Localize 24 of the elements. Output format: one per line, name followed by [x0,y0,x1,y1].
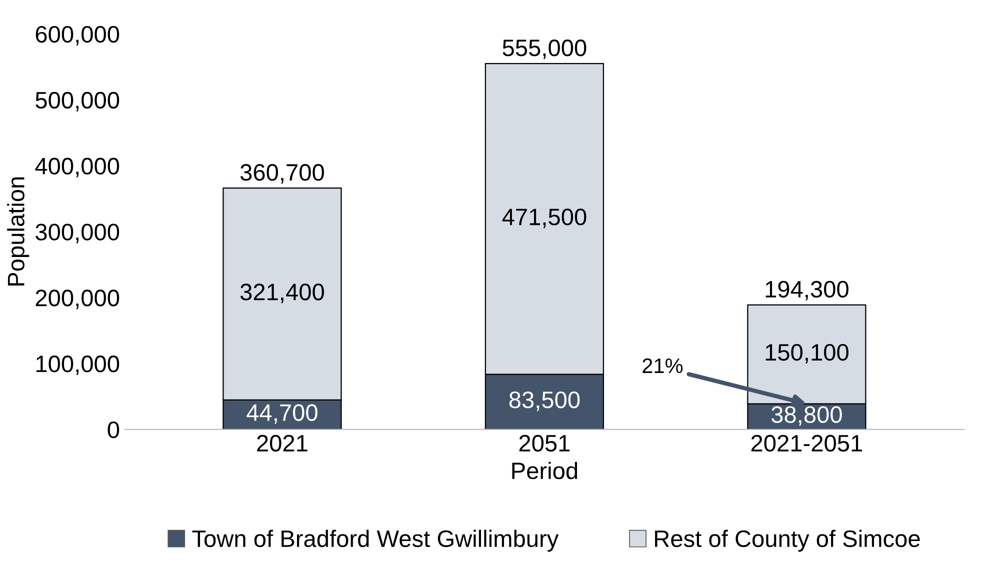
legend-label: Rest of County of Simcoe [655,530,920,552]
y-tick-label: 200,000 [36,290,120,310]
x-tick-label: 2021-2051 [751,434,862,452]
annotation: 555,000 [502,40,586,60]
y-tick-label: 400,000 [35,158,120,178]
data-label: 44,700 [246,404,318,424]
x-tick-label: 2021 [257,434,308,452]
y-tick-label: 0 [108,421,120,438]
annotation: 194,300 [766,280,848,300]
data-label: 83,500 [509,392,580,412]
y-tick-label: 100,000 [36,356,120,376]
y-tick-label: 500,000 [36,92,120,112]
x-axis-title: Period [512,462,578,480]
y-tick-label: 600,000 [36,26,120,46]
annotation: 360,700 [240,164,324,184]
y-tick-label: 300,000 [36,224,120,244]
data-label: 321,400 [240,284,324,304]
data-label: 38,800 [771,406,842,426]
data-label: 471,500 [502,208,586,228]
legend-label: Town of Bradford West Gwillimbury [192,530,559,552]
annotation: 21% [642,358,683,374]
data-label: 150,100 [766,344,848,364]
y-axis-title: Population [7,177,30,286]
x-tick-label: 2051 [519,434,570,452]
